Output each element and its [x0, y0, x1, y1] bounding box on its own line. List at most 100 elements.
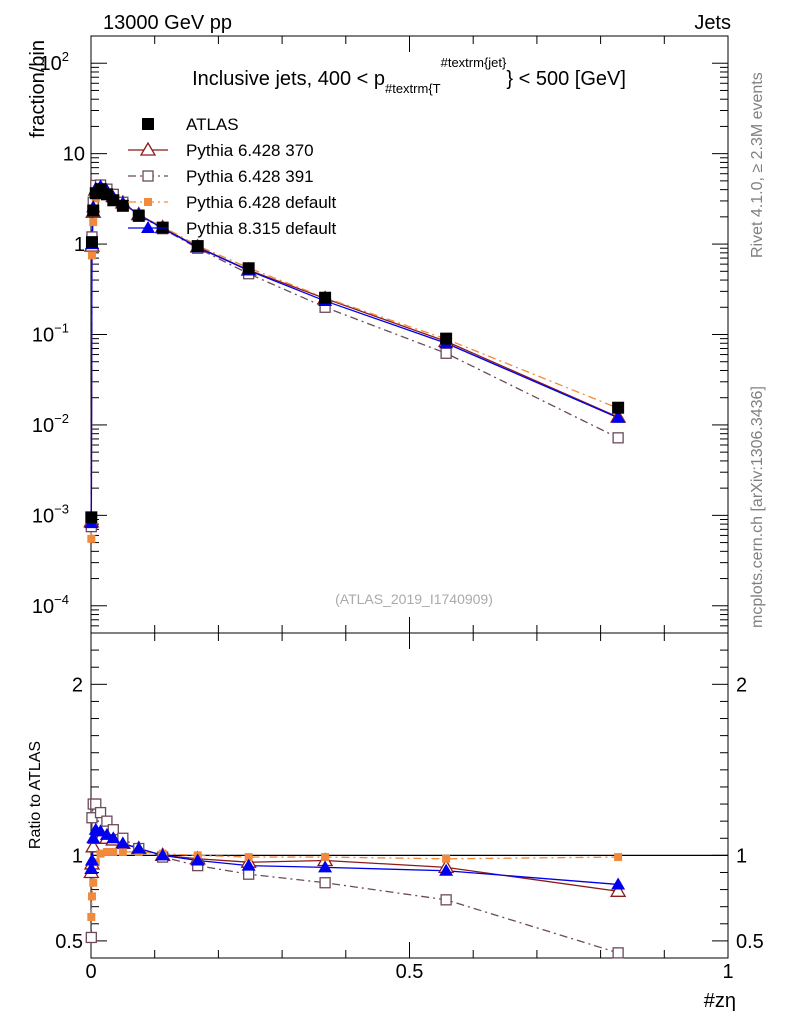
x-tick-label: 1 — [722, 961, 733, 983]
legend-label: Pythia 8.315 default — [186, 219, 337, 238]
ratio-point — [84, 862, 99, 875]
data-point — [191, 240, 204, 253]
ratio-point — [85, 838, 102, 853]
ratio-point — [614, 853, 623, 862]
legend-marker — [141, 221, 155, 233]
x-tick-label: 0 — [85, 961, 96, 983]
legend-label: Pythia 6.428 391 — [186, 167, 314, 186]
data-point — [611, 410, 626, 423]
data-point — [87, 251, 96, 260]
data-point — [107, 194, 120, 207]
ratio-point — [101, 815, 113, 827]
data-point — [612, 432, 624, 444]
data-point — [612, 401, 625, 414]
data-point — [242, 262, 255, 275]
ratio-tick-label-right: 2 — [736, 674, 747, 696]
data-point — [440, 347, 452, 359]
ratio-series-line — [90, 837, 619, 892]
ratio-point — [318, 860, 333, 873]
ratio-point — [118, 847, 127, 856]
y-tick-exponent: −1 — [54, 321, 69, 336]
legend-marker — [139, 141, 157, 156]
ratio-point — [84, 853, 99, 866]
y-tick-label: 10−2 — [32, 411, 69, 437]
ratio-point — [244, 853, 253, 862]
title-sup: #textrm{jet} — [441, 55, 507, 70]
ratio-tick-label: 1 — [72, 845, 83, 867]
ratio-tick-label: 0.5 — [55, 931, 83, 953]
ratio-point — [94, 806, 107, 819]
title-main: Inclusive jets, 400 < p — [192, 68, 385, 90]
y-tick-label: 10−3 — [32, 501, 69, 527]
ratio-tick-label: 2 — [72, 674, 83, 696]
ratio-point — [612, 947, 624, 959]
ratio-point — [611, 877, 626, 890]
ratio-point — [106, 831, 121, 844]
ratio-point — [609, 882, 627, 897]
series-line — [90, 188, 619, 539]
ratio-point — [321, 853, 330, 862]
data-point — [87, 534, 96, 543]
ratio-point — [440, 894, 452, 906]
ratio-point — [241, 858, 256, 871]
legend-label: ATLAS — [186, 115, 239, 134]
y-tick-base: 10 — [63, 144, 85, 166]
y-tick-exponent: 2 — [62, 49, 69, 64]
y-tick-base: 10 — [40, 53, 62, 75]
y-tick-label: 10 — [63, 144, 85, 166]
y-tick-exponent: −3 — [54, 501, 69, 516]
ratio-point — [96, 849, 105, 858]
site-label: mcplots.cern.ch [arXiv:1306.3436] — [749, 386, 766, 628]
ratio-point — [109, 847, 118, 856]
ratio-axis-label: Ratio to ATLAS — [27, 741, 44, 849]
legend-label: Pythia 6.428 default — [186, 193, 337, 212]
ratio-tick-label-right: 0.5 — [736, 931, 764, 953]
ratio-point — [131, 841, 146, 854]
data-point — [87, 204, 100, 217]
y-tick-base: 1 — [74, 234, 85, 256]
ratio-point — [87, 912, 96, 921]
data-point — [116, 199, 129, 212]
y-tick-exponent: −4 — [54, 592, 69, 607]
title-tail: } < 500 [GeV] — [506, 68, 626, 90]
data-point — [132, 209, 145, 222]
data-point — [89, 218, 98, 227]
ratio-tick-label-right: 1 — [736, 845, 747, 867]
data-point — [319, 291, 332, 304]
x-axis-label: #zη — [704, 990, 736, 1012]
ratio-point — [439, 863, 454, 876]
ratio-frame — [90, 632, 729, 959]
energy-label: 13000 GeV pp — [103, 12, 232, 34]
y-tick-base: 10 — [32, 505, 54, 527]
y-tick-exponent: −2 — [54, 411, 69, 426]
chart-title: Inclusive jets, 400 < p#textrm{T#textrm{… — [192, 55, 626, 96]
data-point — [440, 332, 453, 345]
y-tick-label: 10−1 — [32, 321, 69, 347]
series-line — [90, 185, 619, 524]
ratio-point — [190, 853, 205, 866]
rivet-label: Rivet 4.1.0, ≥ 2.3M events — [749, 72, 766, 258]
ratio-point — [319, 877, 331, 889]
ratio-point — [89, 878, 98, 887]
ratio-point — [243, 868, 255, 880]
ratio-point — [86, 831, 101, 844]
y-tick-base: 10 — [32, 596, 54, 618]
legend-marker — [142, 118, 154, 130]
legend-label: Pythia 6.428 370 — [186, 141, 314, 160]
data-point — [85, 511, 98, 524]
y-tick-label: 10−4 — [32, 592, 69, 618]
title-sub: #textrm{T — [385, 81, 441, 96]
y-tick-label: 1 — [74, 234, 85, 256]
data-point — [85, 236, 98, 249]
analysis-label: (ATLAS_2019_I1740909) — [335, 591, 493, 607]
ratio-point — [442, 854, 451, 863]
category-label: Jets — [694, 12, 731, 34]
y-tick-base: 10 — [32, 325, 54, 347]
ratio-series-line — [90, 803, 619, 954]
y-tick-label: 102 — [40, 49, 69, 75]
legend-marker — [142, 170, 154, 182]
y-tick-base: 10 — [32, 415, 54, 437]
ratio-point — [85, 931, 97, 944]
series-line — [90, 184, 619, 527]
